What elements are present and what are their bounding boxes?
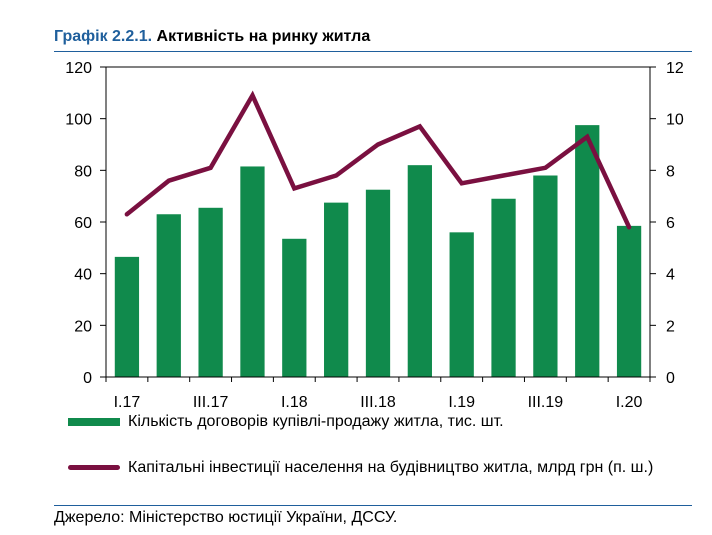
bar bbox=[491, 198, 516, 377]
bar bbox=[407, 165, 432, 377]
bar bbox=[198, 207, 223, 377]
bar bbox=[365, 189, 391, 377]
legend-line-swatch bbox=[68, 465, 120, 471]
chart-title-text: Активність на ринку житла bbox=[156, 28, 371, 45]
x-tick-label: III.18 bbox=[360, 394, 396, 410]
top-divider bbox=[54, 51, 692, 52]
bar bbox=[282, 238, 307, 377]
legend-bar-swatch bbox=[68, 417, 120, 426]
bar bbox=[324, 202, 349, 377]
legend-line-label: Капітальні інвестиції населення на будів… bbox=[128, 459, 654, 476]
chart-title-number: Графік 2.2.1. bbox=[54, 28, 153, 45]
x-tick-label: III.17 bbox=[193, 394, 229, 410]
bottom-divider bbox=[54, 505, 692, 506]
chart-plot: 0 20 40 60 80 100 120 0 2 4 6 8 10 12 I.17 III.17 I.18 II… bbox=[65, 60, 684, 410]
bar bbox=[575, 125, 600, 377]
investment-line bbox=[124, 90, 632, 230]
bar bbox=[114, 256, 140, 377]
y-left-tick-label: 20 bbox=[74, 318, 92, 335]
x-tick-label: I.19 bbox=[448, 394, 475, 410]
bar bbox=[616, 225, 642, 377]
y-right-tick-label: 8 bbox=[666, 163, 675, 180]
legend-item-line: Капітальні інвестиції населення на будів… bbox=[68, 456, 693, 480]
legend-item-bars: Кількість договорів купівлі-продажу житл… bbox=[68, 413, 504, 431]
x-tick-label: I.17 bbox=[114, 394, 141, 410]
y-left-tick-label: 40 bbox=[74, 267, 92, 284]
y-left-tick-label: 60 bbox=[74, 215, 92, 232]
y-left-tick-label: 100 bbox=[65, 112, 92, 129]
legend-bar-label: Кількість договорів купівлі-продажу житл… bbox=[128, 413, 504, 430]
bar bbox=[156, 214, 181, 377]
x-tick-label: I.18 bbox=[281, 394, 308, 410]
y-left-tick-label: 80 bbox=[74, 163, 92, 180]
chart-title: Графік 2.2.1. Активність на ринку житла bbox=[54, 28, 370, 46]
y-left-tick-label: 0 bbox=[83, 370, 92, 387]
y-right-tick-label: 0 bbox=[666, 370, 675, 387]
y-left-tick-label: 120 bbox=[65, 60, 92, 77]
bar bbox=[533, 175, 558, 377]
x-tick-label: I.20 bbox=[616, 394, 643, 410]
y-right-tick-label: 4 bbox=[666, 267, 675, 284]
bar bbox=[449, 232, 474, 377]
x-tick-label: III.19 bbox=[528, 394, 564, 410]
y-right-tick-label: 12 bbox=[666, 60, 684, 77]
y-right-tick-label: 6 bbox=[666, 215, 675, 232]
bar bbox=[240, 166, 265, 377]
y-right-tick-label: 10 bbox=[666, 112, 684, 129]
source-note: Джерело: Міністерство юстиції України, Д… bbox=[54, 509, 398, 526]
y-right-tick-label: 2 bbox=[666, 318, 675, 335]
